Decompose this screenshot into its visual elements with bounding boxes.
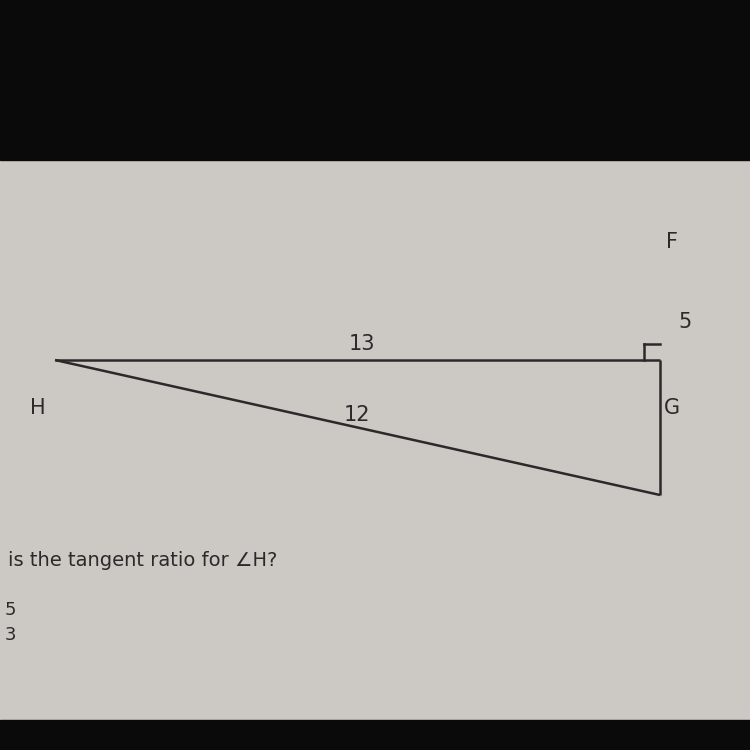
- Text: F: F: [666, 232, 678, 252]
- Text: H: H: [30, 398, 46, 418]
- Bar: [0, 0, 750, 160]
- Text: 13: 13: [349, 334, 376, 354]
- Text: 5: 5: [5, 601, 16, 619]
- Bar: [0, 445, 750, 590]
- Bar: [0, 720, 750, 750]
- Text: G: G: [664, 398, 680, 418]
- Text: is the tangent ratio for ∠H?: is the tangent ratio for ∠H?: [8, 550, 278, 569]
- Text: 3: 3: [5, 626, 16, 644]
- Text: 12: 12: [344, 405, 370, 425]
- Text: 5: 5: [678, 312, 692, 332]
